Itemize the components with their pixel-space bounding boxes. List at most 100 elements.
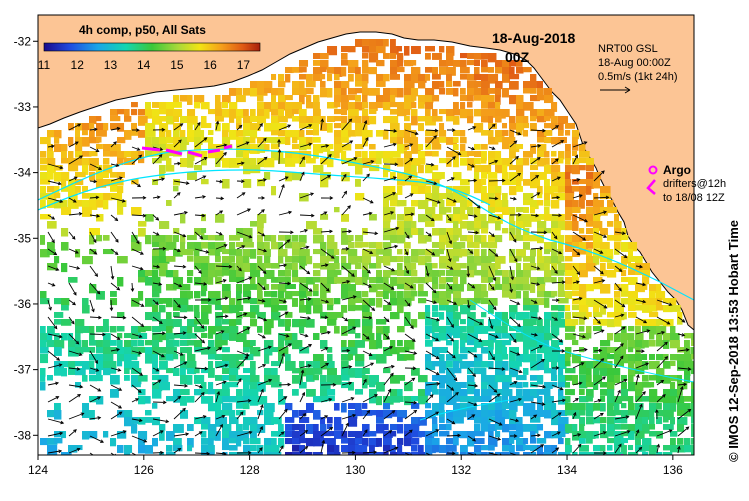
sst-cell — [208, 396, 213, 404]
sst-cell — [446, 361, 453, 368]
sst-cell — [509, 207, 515, 214]
sst-cell — [383, 186, 390, 194]
sst-cell — [453, 284, 464, 292]
sst-cell — [306, 256, 312, 264]
sst-cell — [299, 67, 307, 72]
sst-cell — [565, 396, 571, 403]
sst-cell — [96, 130, 107, 137]
sst-cell — [439, 270, 445, 276]
sst-cell — [166, 312, 172, 319]
sst-cell — [579, 389, 585, 395]
sst-cell — [544, 179, 550, 187]
sst-cell — [355, 165, 363, 175]
sst-cell — [383, 130, 388, 140]
sst-cell — [516, 123, 524, 130]
date-line-2: 00Z — [505, 49, 530, 65]
sst-cell — [313, 137, 321, 143]
lon-tick-label: 132 — [451, 463, 471, 477]
sst-cell — [243, 424, 249, 430]
sst-cell — [166, 347, 177, 355]
sst-cell — [362, 403, 367, 409]
sst-cell — [649, 375, 657, 381]
sst-cell — [642, 354, 647, 360]
sst-cell — [502, 144, 510, 149]
sst-cell — [558, 116, 568, 124]
sst-cell — [152, 158, 162, 163]
sst-cell — [691, 445, 701, 455]
lon-tick-label: 130 — [345, 463, 365, 477]
sst-cell — [383, 291, 389, 299]
sst-cell — [201, 270, 209, 277]
sst-cell — [551, 242, 557, 250]
sst-cell — [96, 347, 103, 353]
sst-cell — [467, 116, 473, 123]
sst-cell — [397, 88, 404, 97]
sst-cell — [460, 354, 467, 359]
sst-cell — [229, 396, 237, 402]
sst-cell — [131, 340, 138, 347]
sst-cell — [649, 333, 654, 340]
sst-cell — [586, 368, 592, 375]
sst-cell — [222, 382, 230, 390]
sst-cell — [390, 151, 401, 158]
sst-cell — [397, 284, 405, 289]
sst-cell — [628, 396, 633, 404]
sst-cell — [348, 242, 355, 248]
sst-cell — [425, 186, 431, 193]
sst-cell — [453, 137, 459, 143]
sst-cell — [89, 361, 94, 369]
sst-cell — [229, 249, 237, 256]
sst-cell — [110, 291, 117, 297]
sst-cell — [390, 214, 396, 220]
current-vector — [279, 384, 290, 385]
sst-cell — [600, 417, 606, 423]
sst-cell — [474, 186, 482, 193]
sst-cell — [586, 417, 594, 424]
sst-cell — [439, 200, 444, 208]
sst-cell — [40, 375, 45, 382]
sst-cell — [166, 256, 175, 262]
sst-cell — [131, 102, 138, 107]
sst-cell — [572, 200, 579, 207]
sst-cell — [383, 74, 390, 81]
sst-cell — [432, 228, 439, 236]
sst-cell — [628, 326, 634, 331]
sst-cell — [383, 424, 389, 430]
sst-cell — [649, 424, 655, 430]
sst-cell — [362, 382, 368, 388]
sst-cell — [75, 172, 86, 177]
sst-cell — [383, 172, 388, 177]
sst-cell — [418, 144, 423, 150]
sst-cell — [586, 326, 591, 334]
sst-cell — [404, 382, 413, 391]
sst-cell — [362, 228, 368, 235]
sst-cell — [516, 235, 524, 241]
sst-cell — [103, 354, 113, 361]
nrt-label: NRT00 GSL — [598, 43, 658, 55]
sst-cell — [425, 403, 431, 408]
sst-cell — [397, 158, 404, 167]
sst-cell — [544, 319, 550, 327]
sst-cell — [334, 375, 342, 385]
sst-cell — [523, 424, 531, 432]
sst-cell — [229, 438, 237, 443]
sst-cell — [614, 319, 622, 327]
sst-cell — [607, 235, 614, 241]
sst-cell — [446, 424, 452, 430]
sst-cell — [439, 249, 444, 254]
sst-cell — [565, 123, 575, 129]
sst-cell — [299, 277, 307, 284]
sst-cell — [600, 340, 610, 346]
sst-cell — [586, 186, 591, 195]
lon-tick-label: 134 — [557, 463, 577, 477]
sst-cell — [390, 109, 398, 115]
sst-cell — [243, 347, 250, 352]
sst-cell — [663, 361, 671, 369]
sst-cell — [565, 354, 570, 361]
sst-cell — [579, 403, 586, 410]
sst-cell — [439, 88, 445, 94]
sst-cell — [117, 361, 122, 366]
sst-cell — [376, 102, 383, 108]
sst-cell — [110, 438, 116, 446]
sst-cell — [313, 228, 322, 235]
